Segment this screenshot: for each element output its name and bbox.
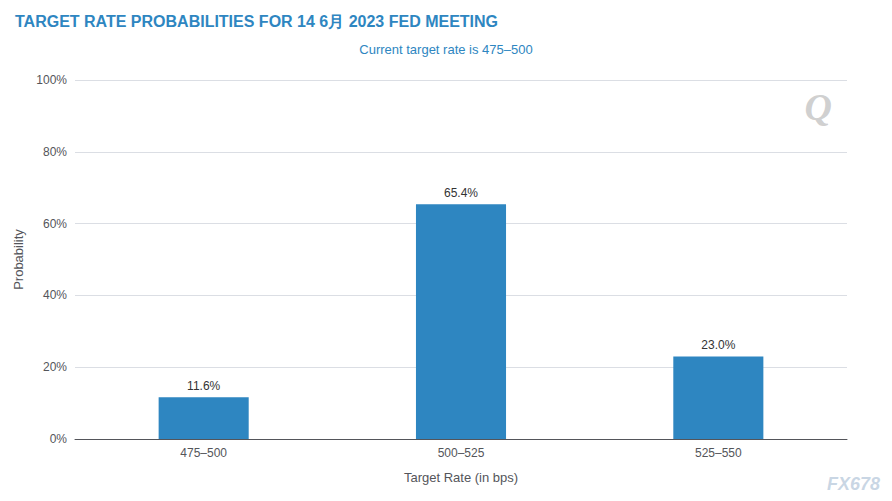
svg-text:Current target rate is 475–500: Current target rate is 475–500 (359, 42, 532, 57)
svg-text:0%: 0% (50, 432, 68, 446)
svg-text:Target Rate (in bps): Target Rate (in bps) (404, 470, 518, 485)
svg-text:11.6%: 11.6% (187, 379, 220, 393)
svg-text:525–550: 525–550 (695, 446, 742, 460)
svg-text:Probability: Probability (11, 229, 26, 290)
svg-text:80%: 80% (43, 145, 67, 159)
svg-text:TARGET RATE PROBABILITIES FOR: TARGET RATE PROBABILITIES FOR 14 6月 2023… (15, 13, 498, 30)
svg-text:60%: 60% (43, 217, 67, 231)
svg-text:20%: 20% (43, 360, 67, 374)
svg-text:65.4%: 65.4% (444, 186, 478, 200)
svg-text:Q: Q (805, 86, 832, 128)
svg-text:475–500: 475–500 (180, 446, 227, 460)
svg-text:23.0%: 23.0% (701, 338, 735, 352)
svg-text:40%: 40% (43, 288, 67, 302)
svg-text:FX678: FX678 (827, 474, 880, 494)
svg-text:500–525: 500–525 (438, 446, 485, 460)
svg-text:100%: 100% (36, 73, 67, 87)
